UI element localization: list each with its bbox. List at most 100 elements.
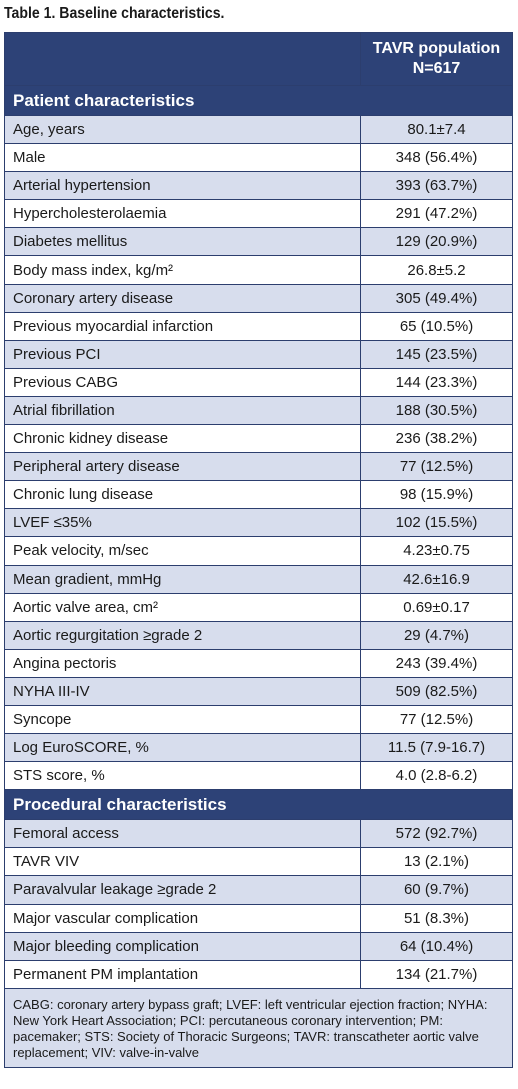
- row-label: Paravalvular leakage ≥grade 2: [4, 875, 361, 905]
- row-value: 572 (92.7%): [360, 819, 513, 849]
- table-row: Angina pectoris 243 (39.4%): [4, 648, 513, 678]
- section-header-row: Patient characteristics: [4, 85, 513, 116]
- row-label: Previous myocardial infarction: [4, 311, 361, 341]
- row-label: Log EuroSCORE, %: [4, 733, 361, 763]
- row-value: 4.0 (2.8-6.2): [360, 761, 513, 791]
- row-label: Chronic lung disease: [4, 480, 361, 510]
- row-value: 29 (4.7%): [360, 620, 513, 650]
- row-value: 0.69±0.17: [360, 592, 513, 622]
- table-row: TAVR VIV 13 (2.1%): [4, 847, 513, 877]
- table-row: Age, years 80.1±7.4: [4, 114, 513, 145]
- row-value: 65 (10.5%): [360, 311, 513, 341]
- row-value: 42.6±16.9: [360, 564, 513, 594]
- header-col2-line1: TAVR population: [372, 40, 501, 57]
- row-label: Diabetes mellitus: [4, 227, 361, 257]
- baseline-table-container: TAVR population N=617 Patient characteri…: [4, 32, 513, 1068]
- row-label: Coronary artery disease: [4, 283, 361, 313]
- table-row: Femoral access 572 (92.7%): [4, 819, 513, 849]
- row-value: 98 (15.9%): [360, 480, 513, 510]
- row-value: 51 (8.3%): [360, 903, 513, 933]
- table-row: Diabetes mellitus 129 (20.9%): [4, 227, 513, 257]
- row-value: 11.5 (7.9-16.7): [360, 733, 513, 763]
- row-value: 393 (63.7%): [360, 171, 513, 201]
- row-label: STS score, %: [4, 761, 361, 791]
- table-row: Syncope 77 (12.5%): [4, 704, 513, 735]
- row-value: 305 (49.4%): [360, 283, 513, 313]
- row-label: Femoral access: [4, 819, 361, 849]
- row-value: 188 (30.5%): [360, 395, 513, 426]
- row-label: Peak velocity, m/sec: [4, 536, 361, 566]
- baseline-characteristics-table: TAVR population N=617 Patient characteri…: [4, 32, 513, 1068]
- row-label: Syncope: [4, 704, 361, 735]
- row-value: 348 (56.4%): [360, 143, 513, 173]
- table-row: Aortic valve area, cm² 0.69±0.17: [4, 592, 513, 622]
- row-label: Atrial fibrillation: [4, 395, 361, 426]
- table-body: Patient characteristics Age, years 80.1±7.…: [4, 85, 513, 989]
- row-value: 134 (21.7%): [360, 959, 513, 989]
- row-label: Previous CABG: [4, 367, 361, 397]
- row-value: 129 (20.9%): [360, 227, 513, 257]
- table-row: Previous PCI 145 (23.5%): [4, 339, 513, 369]
- row-value: 236 (38.2%): [360, 424, 513, 454]
- table-row: LVEF ≤35% 102 (15.5%): [4, 508, 513, 538]
- table-row: Mean gradient, mmHg 42.6±16.9: [4, 564, 513, 594]
- table-row: Peripheral artery disease 77 (12.5%): [4, 452, 513, 482]
- section-title: Procedural characteristics: [4, 789, 513, 821]
- table-row: Previous CABG 144 (23.3%): [4, 367, 513, 397]
- table-footnote: CABG: coronary artery bypass graft; LVEF…: [4, 987, 513, 1068]
- row-label: Aortic regurgitation ≥grade 2: [4, 620, 361, 650]
- table-title: Table 1. Baseline characteristics.: [4, 5, 225, 22]
- table-row: Male 348 (56.4%): [4, 143, 513, 173]
- table-row: Peak velocity, m/sec 4.23±0.75: [4, 536, 513, 566]
- row-label: TAVR VIV: [4, 847, 361, 877]
- row-label: Mean gradient, mmHg: [4, 564, 361, 594]
- header-col2-line2: N=617: [412, 60, 461, 77]
- row-value: 60 (9.7%): [360, 875, 513, 905]
- table-row: STS score, % 4.0 (2.8-6.2): [4, 761, 513, 791]
- row-value: 509 (82.5%): [360, 676, 513, 706]
- row-label: Previous PCI: [4, 339, 361, 369]
- header-empty-cell: [4, 32, 361, 86]
- table-row: Chronic lung disease 98 (15.9%): [4, 480, 513, 510]
- table-row: Paravalvular leakage ≥grade 2 60 (9.7%): [4, 875, 513, 905]
- row-label: Major bleeding complication: [4, 931, 361, 961]
- row-value: 13 (2.1%): [360, 847, 513, 877]
- table-row: Atrial fibrillation 188 (30.5%): [4, 395, 513, 426]
- row-label: Angina pectoris: [4, 648, 361, 678]
- row-label: LVEF ≤35%: [4, 508, 361, 538]
- row-value: 77 (12.5%): [360, 704, 513, 735]
- table-row: Coronary artery disease 305 (49.4%): [4, 283, 513, 313]
- table-row: Body mass index, kg/m² 26.8±5.2: [4, 255, 513, 285]
- row-value: 64 (10.4%): [360, 931, 513, 961]
- table-row: Previous myocardial infarction 65 (10.5%): [4, 311, 513, 341]
- table-row: Aortic regurgitation ≥grade 2 29 (4.7%): [4, 620, 513, 650]
- row-value: 145 (23.5%): [360, 339, 513, 369]
- row-label: Chronic kidney disease: [4, 424, 361, 454]
- row-label: Permanent PM implantation: [4, 959, 361, 989]
- row-label: Male: [4, 143, 361, 173]
- table-header-row: TAVR population N=617: [4, 32, 513, 86]
- table-row: Major bleeding complication 64 (10.4%): [4, 931, 513, 961]
- section-header-row: Procedural characteristics: [4, 789, 513, 821]
- row-label: NYHA III-IV: [4, 676, 361, 706]
- row-value: 291 (47.2%): [360, 199, 513, 229]
- table-row: Chronic kidney disease 236 (38.2%): [4, 424, 513, 454]
- table-row: NYHA III-IV 509 (82.5%): [4, 676, 513, 706]
- table-row: Major vascular complication 51 (8.3%): [4, 903, 513, 933]
- row-label: Body mass index, kg/m²: [4, 255, 361, 285]
- table-row: Arterial hypertension 393 (63.7%): [4, 171, 513, 201]
- table-row: Hypercholesterolaemia 291 (47.2%): [4, 199, 513, 229]
- row-label: Major vascular complication: [4, 903, 361, 933]
- header-tavr-population: TAVR population N=617: [360, 32, 513, 86]
- table-row: Log EuroSCORE, % 11.5 (7.9-16.7): [4, 733, 513, 763]
- row-label: Hypercholesterolaemia: [4, 199, 361, 229]
- row-value: 243 (39.4%): [360, 648, 513, 678]
- section-title: Patient characteristics: [4, 85, 513, 116]
- row-label: Peripheral artery disease: [4, 452, 361, 482]
- row-label: Age, years: [4, 114, 361, 145]
- row-value: 77 (12.5%): [360, 452, 513, 482]
- row-value: 102 (15.5%): [360, 508, 513, 538]
- row-value: 4.23±0.75: [360, 536, 513, 566]
- row-value: 26.8±5.2: [360, 255, 513, 285]
- row-value: 80.1±7.4: [360, 114, 513, 145]
